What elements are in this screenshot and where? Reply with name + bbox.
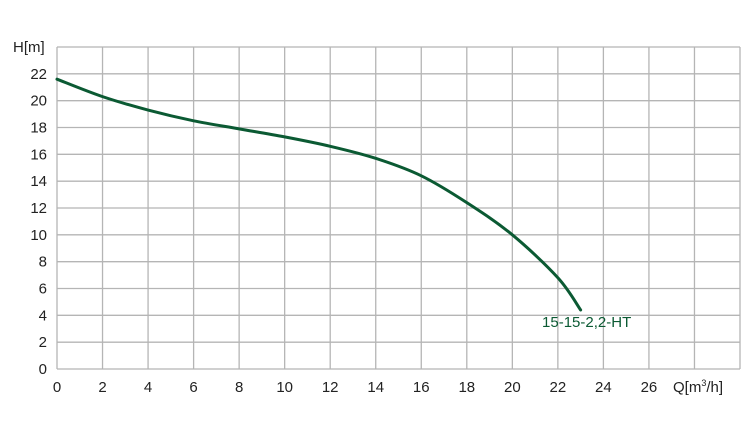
x-tick-label: 2 <box>98 379 106 396</box>
y-tick-labels: 0 2 4 6 8 10 12 14 16 18 20 22 <box>30 66 47 378</box>
x-tick-label: 26 <box>641 379 658 396</box>
x-tick-label: 4 <box>144 379 152 396</box>
x-tick-label: 12 <box>322 379 339 396</box>
series-label: 15-15-2,2-HT <box>542 314 631 331</box>
x-tick-label: 20 <box>504 379 521 396</box>
x-tick-label: 22 <box>550 379 567 396</box>
x-tick-label: 6 <box>189 379 197 396</box>
y-tick-label: 22 <box>30 66 47 83</box>
x-tick-label: 16 <box>413 379 430 396</box>
x-tick-labels: 0 2 4 6 8 10 12 14 16 18 20 22 24 26 <box>53 379 657 396</box>
x-tick-label: 8 <box>235 379 243 396</box>
y-tick-label: 20 <box>30 93 47 110</box>
y-tick-label: 16 <box>30 146 47 163</box>
y-tick-label: 0 <box>39 361 47 378</box>
x-axis-label: Q[m3/h] <box>673 378 723 396</box>
y-tick-label: 4 <box>39 307 47 324</box>
y-tick-label: 6 <box>39 281 47 298</box>
y-tick-label: 2 <box>39 334 47 351</box>
y-tick-label: 10 <box>30 227 47 244</box>
x-tick-label: 10 <box>276 379 293 396</box>
x-tick-label: 14 <box>367 379 384 396</box>
series-group: 15-15-2,2-HT <box>55 77 631 331</box>
y-tick-label: 18 <box>30 120 47 137</box>
x-tick-label: 18 <box>458 379 475 396</box>
y-tick-label: 12 <box>30 200 47 217</box>
y-axis-label: H[m] <box>13 39 45 56</box>
x-tick-label: 24 <box>595 379 612 396</box>
grid <box>56 46 741 370</box>
y-tick-label: 14 <box>30 173 47 190</box>
series-line <box>55 77 583 312</box>
y-tick-label: 8 <box>39 254 47 271</box>
x-tick-label: 0 <box>53 379 61 396</box>
